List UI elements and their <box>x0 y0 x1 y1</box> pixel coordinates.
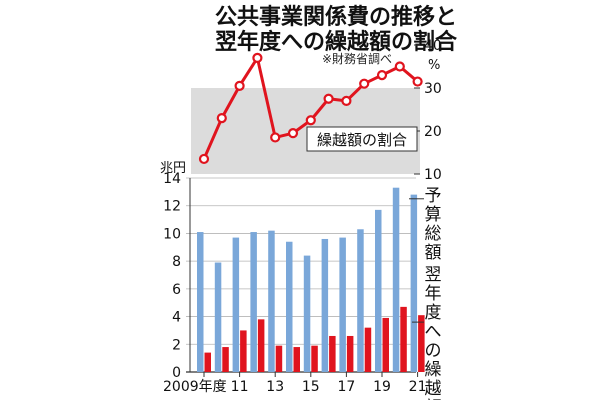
carryover-series-label: 額 <box>425 398 442 400</box>
line-y-tick-label: 40 <box>424 38 442 54</box>
ratio-point <box>305 115 316 126</box>
budget-series-label: 総 <box>425 224 442 244</box>
budget-bar <box>410 194 418 372</box>
carryover-bar <box>257 319 265 372</box>
carryover-bar <box>275 345 283 372</box>
bar-y-tick-label: 12 <box>163 199 181 215</box>
carryover-series-label: 翌 <box>425 265 442 285</box>
series-annotation: 繰越額の割合 <box>306 126 418 152</box>
ratio-point <box>216 112 227 124</box>
budget-bar <box>392 187 400 372</box>
carryover-bar <box>222 347 229 372</box>
carryover-bar <box>418 315 425 372</box>
bar-y-tick-label: 4 <box>172 310 181 326</box>
carryover-series-label: へ <box>425 322 442 342</box>
budget-series-label: 額 <box>425 243 442 263</box>
source-note: ※財務省調べ <box>322 51 392 66</box>
budget-bar <box>321 238 329 372</box>
budget-bar <box>339 237 346 372</box>
carryover-series-label: 越 <box>425 379 442 399</box>
budget-bar <box>250 232 257 372</box>
line-y-tick-label: 10 <box>424 167 442 183</box>
carryover-series-label: の <box>425 341 442 361</box>
budget-series-label: 算 <box>425 205 442 225</box>
ratio-point <box>270 132 281 143</box>
budget-bar <box>357 229 364 372</box>
carryover-bar <box>329 335 336 372</box>
carryover-bar <box>346 335 354 372</box>
ratio-point <box>323 93 334 104</box>
carryover-series-label: 度 <box>425 303 442 323</box>
ratio-point <box>341 95 352 107</box>
x-tick-label: 2009年度 <box>163 379 227 395</box>
budget-bar <box>286 241 293 372</box>
x-tick-label: 15 <box>302 379 320 395</box>
chart-title-line1: 公共事業関係費の推移と <box>215 4 457 30</box>
bar-y-tick-label: 0 <box>172 365 181 381</box>
budget-bar <box>197 232 204 372</box>
budget-bar <box>268 230 275 372</box>
ratio-point <box>376 69 388 81</box>
carryover-bar <box>293 347 300 372</box>
ratio-point <box>394 61 405 72</box>
ratio-point <box>198 153 210 165</box>
line-y-tick-label: 30 <box>424 81 442 97</box>
carryover-series-label: 繰 <box>425 360 442 380</box>
annotation-box <box>306 126 418 152</box>
ratio-point <box>287 128 299 139</box>
carryover-bar <box>400 306 407 372</box>
chart-title-line2: 翌年度への繰越額の割合 <box>215 29 458 55</box>
bar-y-tick-label: 14 <box>163 171 181 187</box>
carryover-bar <box>240 330 247 372</box>
x-tick-label: 19 <box>373 379 391 395</box>
carryover-series-label: 年 <box>425 284 442 304</box>
bar-y-tick-label: 8 <box>172 254 181 270</box>
ratio-point <box>234 80 245 91</box>
x-tick-label: 11 <box>231 379 249 395</box>
bar-y-tick-label: 2 <box>172 337 181 353</box>
ratio-point <box>412 76 423 87</box>
carryover-bar <box>204 352 211 372</box>
budget-bar <box>375 209 382 372</box>
budget-bar <box>303 255 311 372</box>
budget-bar <box>232 237 240 372</box>
carryover-bar <box>364 327 372 372</box>
bar-y-unit: 兆円 <box>160 161 186 176</box>
ratio-point <box>359 78 370 89</box>
x-tick-label: 13 <box>266 379 284 395</box>
line-chart-panel: 10 20 30 40% 繰越額の割合 <box>191 38 442 183</box>
line-y-tick-label: 20 <box>424 124 442 140</box>
carryover-bar <box>382 317 389 372</box>
x-tick-label: 17 <box>337 379 355 395</box>
budget-bar <box>214 262 222 372</box>
carryover-bar <box>311 345 318 372</box>
bar-y-tick-label: 10 <box>163 226 181 242</box>
bar-y-tick-label: 6 <box>172 282 181 298</box>
budget-series-label: 予 <box>425 186 442 206</box>
line-y-unit: % <box>428 58 440 73</box>
x-tick-label: 21 <box>409 379 427 395</box>
annotation-label: 繰越額の割合 <box>317 131 407 149</box>
ratio-point <box>252 52 263 64</box>
